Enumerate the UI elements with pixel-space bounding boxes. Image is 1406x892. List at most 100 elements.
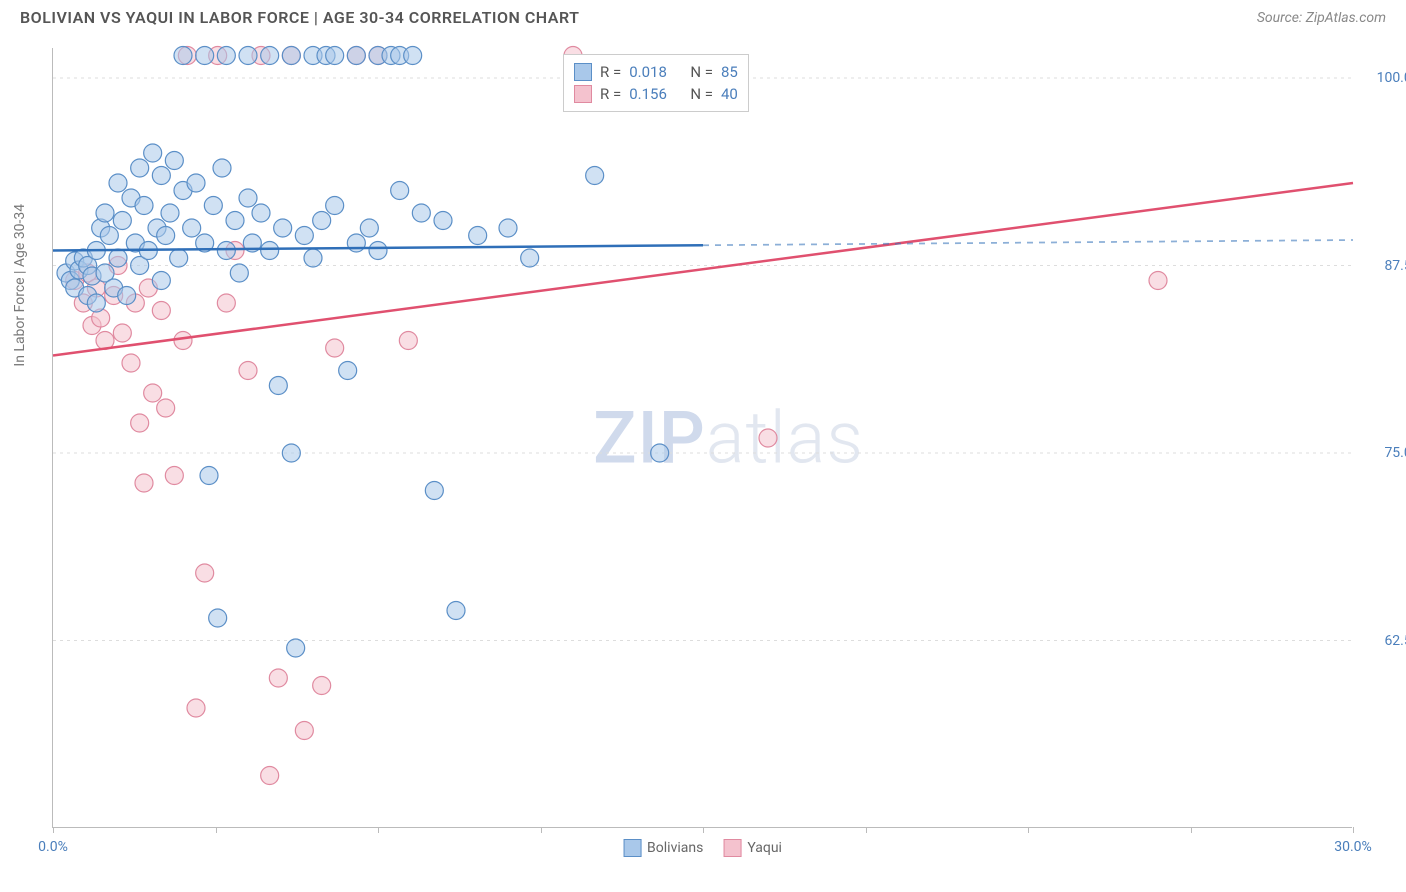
plot-svg [53,48,1352,827]
data-point [326,197,344,215]
x-tick [1028,827,1029,833]
data-point [109,174,127,192]
data-point [261,767,279,785]
data-point [252,204,270,222]
data-point [170,249,188,267]
data-point [404,47,422,65]
y-axis-label: In Labor Force | Age 30-34 [12,204,28,367]
source-label: Source: ZipAtlas.com [1257,10,1386,26]
data-point [230,264,248,282]
legend-label-yaqui: Yaqui [747,840,782,856]
data-point [499,219,517,237]
n-value-yaqui: 40 [721,85,738,103]
swatch-yaqui [723,839,741,857]
data-point [282,444,300,462]
data-point [131,159,149,177]
data-point [157,399,175,417]
chart-title: BOLIVIAN VS YAQUI IN LABOR FORCE | AGE 3… [20,8,579,27]
x-tick [1353,827,1354,833]
n-value-bolivians: 85 [721,63,738,81]
data-point [434,212,452,230]
r-value-yaqui: 0.156 [629,85,667,103]
data-point [269,669,287,687]
data-point [174,47,192,65]
data-point [165,152,183,170]
data-point [200,467,218,485]
y-tick-label: 75.0% [1362,445,1406,461]
data-point [87,294,105,312]
data-point [425,482,443,500]
data-point [261,47,279,65]
data-point [113,212,131,230]
data-point [412,204,430,222]
data-point [135,197,153,215]
data-point [152,167,170,185]
data-point [217,242,235,260]
r-value-bolivians: 0.018 [629,63,667,81]
data-point [144,144,162,162]
stats-row-bolivians: R = 0.018 N = 85 [574,61,738,83]
data-point [347,47,365,65]
x-tick [866,827,867,833]
data-point [313,677,331,695]
x-tick [378,827,379,833]
swatch-yaqui [574,85,592,103]
y-tick-label: 100.0% [1362,70,1406,86]
swatch-bolivians [574,63,592,81]
r-label: R = [600,85,621,103]
data-point [196,47,214,65]
data-point [122,354,140,372]
data-point [759,429,777,447]
data-point [217,47,235,65]
data-point [269,377,287,395]
x-tick [541,827,542,833]
r-label: R = [600,63,621,81]
data-point [391,182,409,200]
n-label: N = [690,63,713,81]
data-point [118,287,136,305]
data-point [326,47,344,65]
data-point [469,227,487,245]
data-point [209,609,227,627]
data-point [161,204,179,222]
data-point [360,219,378,237]
data-point [326,339,344,357]
data-point [339,362,357,380]
n-label: N = [690,85,713,103]
data-point [1149,272,1167,290]
data-point [204,197,222,215]
data-point [165,467,183,485]
data-point [152,302,170,320]
data-point [226,212,244,230]
data-point [295,722,313,740]
legend-item-bolivians: Bolivians [623,839,703,857]
data-point [295,227,313,245]
data-point [282,47,300,65]
data-point [239,189,257,207]
data-point [144,384,162,402]
data-point [135,474,153,492]
x-tick [53,827,54,833]
stats-row-yaqui: R = 0.156 N = 40 [574,83,738,105]
data-point [131,414,149,432]
data-point [287,639,305,657]
data-point [152,272,170,290]
data-point [196,564,214,582]
data-point [183,219,201,237]
data-point [521,249,539,267]
data-point [261,242,279,260]
data-point [187,174,205,192]
trend-line-extrapolated [703,240,1353,245]
data-point [399,332,417,350]
y-tick-label: 62.5% [1362,633,1406,649]
x-tick [1191,827,1192,833]
data-point [100,227,118,245]
data-point [213,159,231,177]
data-point [586,167,604,185]
legend-label-bolivians: Bolivians [647,840,703,856]
data-point [217,294,235,312]
data-point [313,212,331,230]
data-point [113,324,131,342]
data-point [239,362,257,380]
x-tick-label: 30.0% [1334,839,1372,855]
